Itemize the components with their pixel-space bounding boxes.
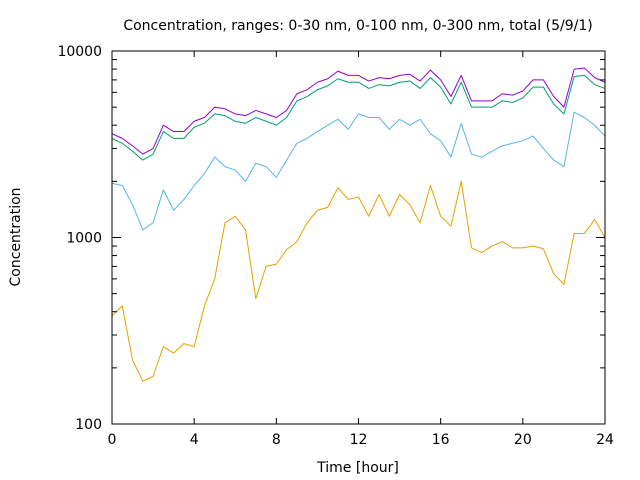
y-axis-label: Concentration [8,187,24,286]
series-layer [111,67,606,382]
plot-frame [111,50,606,425]
y-tick-label: 10000 [57,44,102,60]
series-line-3 [111,74,606,161]
y-tick-label: 1000 [66,231,102,247]
series-line-1 [111,180,606,382]
series-line-4 [111,67,606,155]
x-tick-label: 16 [432,432,450,448]
x-tick-label: 0 [108,432,117,448]
series-line-2 [111,111,606,231]
x-tick-label: 8 [272,432,281,448]
x-tick-label: 4 [190,432,199,448]
chart-title: Concentration, ranges: 0-30 nm, 0-100 nm… [123,18,592,34]
y-tick-label: 100 [75,417,102,433]
x-axis-label: Time [hour] [316,460,399,476]
x-tick-label: 12 [350,432,368,448]
x-tick-label: 24 [596,432,614,448]
ticks-layer: 0 4 8 12 16 20 24 100 1000 10000 [57,44,614,448]
x-tick-label: 20 [514,432,532,448]
